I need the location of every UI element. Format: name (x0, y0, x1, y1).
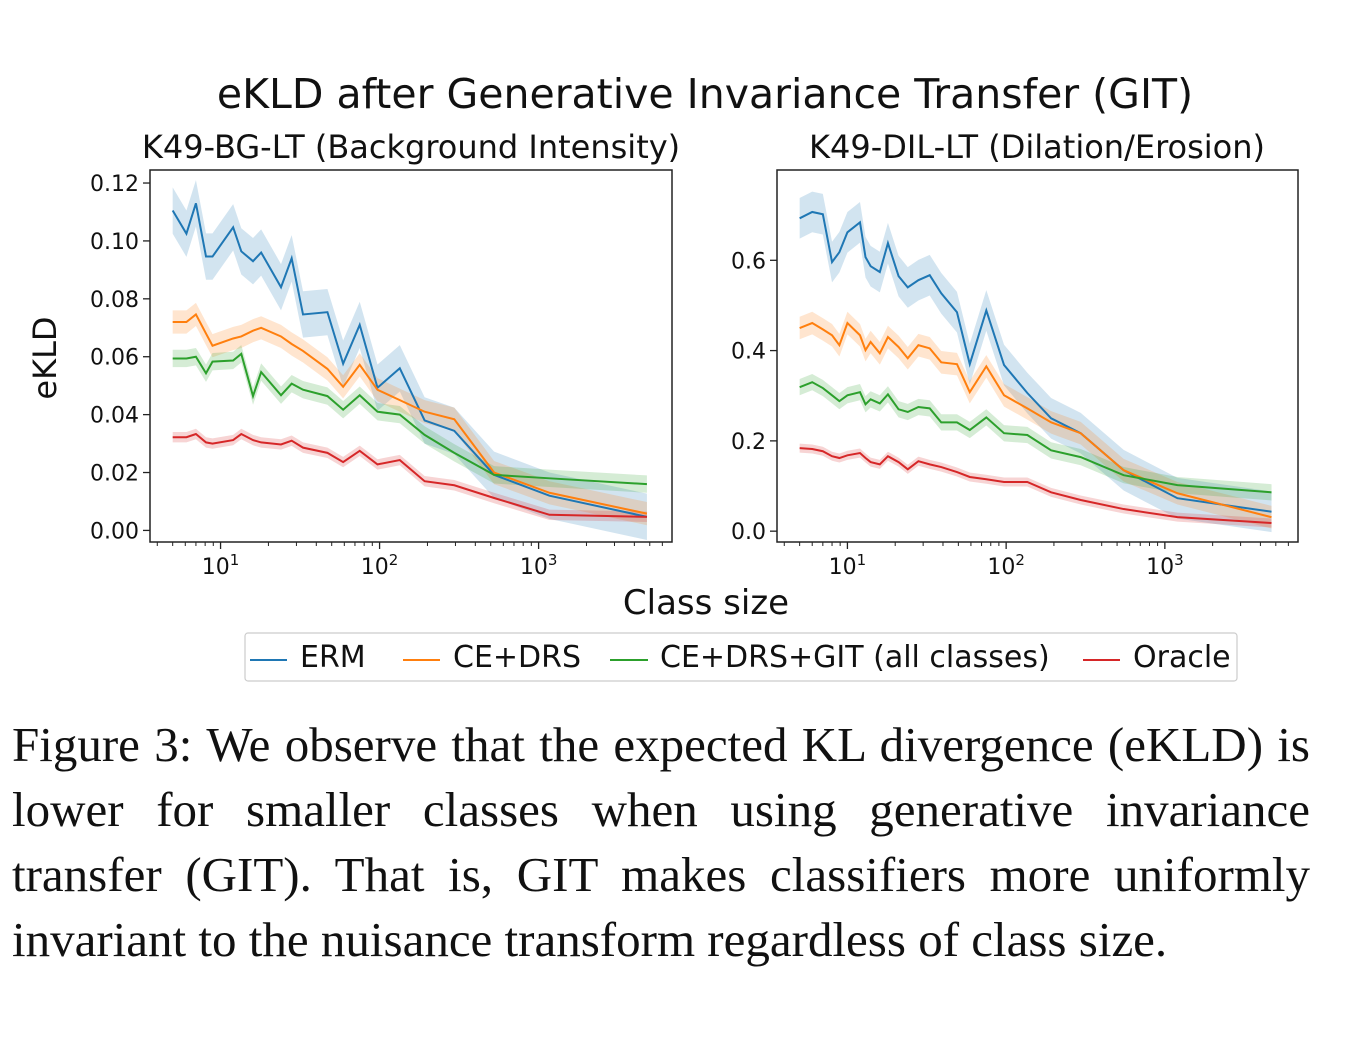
legend-label-ce-drs: CE+DRS (453, 640, 581, 675)
series-line-1 (172, 312, 648, 515)
y-tick-label: 0.10 (90, 230, 139, 255)
x-tick-label: 102 (361, 551, 399, 580)
x-tick-label: 103 (1146, 551, 1184, 580)
x-tick-label: 102 (987, 551, 1025, 580)
suptitle: eKLD after Generative Invariance Transfe… (217, 70, 1193, 118)
ci-band-0 (799, 191, 1272, 533)
series-line-0 (171, 202, 648, 518)
y-tick-label: 0.12 (90, 172, 139, 197)
figure-caption: Figure 3: We observe that the expected KL… (12, 712, 1310, 972)
subplot-title-right: K49-DIL-LT (Dilation/Erosion) (809, 128, 1265, 166)
figure: eKLD after Generative Invariance Transfe… (26, 70, 1299, 682)
y-tick-label: 0.06 (90, 346, 139, 371)
series-line-3 (799, 447, 1272, 525)
legend-label-ce-drs-git: CE+DRS+GIT (all classes) (660, 640, 1050, 675)
subplot-left: 0.00 0.02 0.04 0.06 0.08 0.10 0.12 101 102 103 (90, 169, 673, 580)
axes-frame (149, 169, 673, 543)
ci-band-1 (172, 302, 647, 526)
ci-band-2 (799, 374, 1272, 501)
y-tick-label: 0.0 (731, 520, 766, 545)
caption-label: Figure 3: (12, 717, 193, 772)
series-line-0 (799, 210, 1272, 513)
y-axis-label: eKLD (26, 316, 64, 399)
ci-band-2 (172, 345, 647, 493)
caption-text: We observe that the expected KL divergen… (12, 717, 1311, 967)
series-line-1 (799, 321, 1272, 519)
series-line-2 (172, 352, 647, 486)
y-tick-label: 0.04 (90, 404, 139, 429)
y-tick-label: 0.2 (731, 430, 766, 455)
y-tick-label: 0.08 (90, 288, 139, 313)
axes-frame (776, 169, 1299, 543)
ci-band-0 (172, 180, 647, 540)
ci-band-3 (172, 428, 647, 523)
y-tick-label: 0.00 (90, 519, 139, 544)
y-tick-label: 0.02 (90, 462, 139, 487)
x-tick-label: 101 (829, 551, 867, 580)
legend-label-oracle: Oracle (1133, 640, 1231, 675)
x-tick-label: 103 (520, 551, 558, 580)
x-axis-label: Class size (623, 583, 789, 623)
subplot-title-left: K49-BG-LT (Background Intensity) (142, 128, 680, 166)
series-line-2 (799, 381, 1272, 494)
ci-band-1 (799, 311, 1272, 529)
legend-frame (244, 632, 1238, 682)
subplot-right: 0.0 0.2 0.4 0.6 101 102 103 (731, 169, 1299, 580)
y-tick-label: 0.4 (731, 340, 766, 365)
y-tick-label: 0.6 (731, 249, 766, 274)
legend: ERM CE+DRS CE+DRS+GIT (all classes) Orac… (244, 632, 1238, 682)
legend-label-erm: ERM (300, 640, 366, 675)
x-tick-label: 101 (202, 551, 240, 580)
series-line-3 (172, 432, 647, 518)
